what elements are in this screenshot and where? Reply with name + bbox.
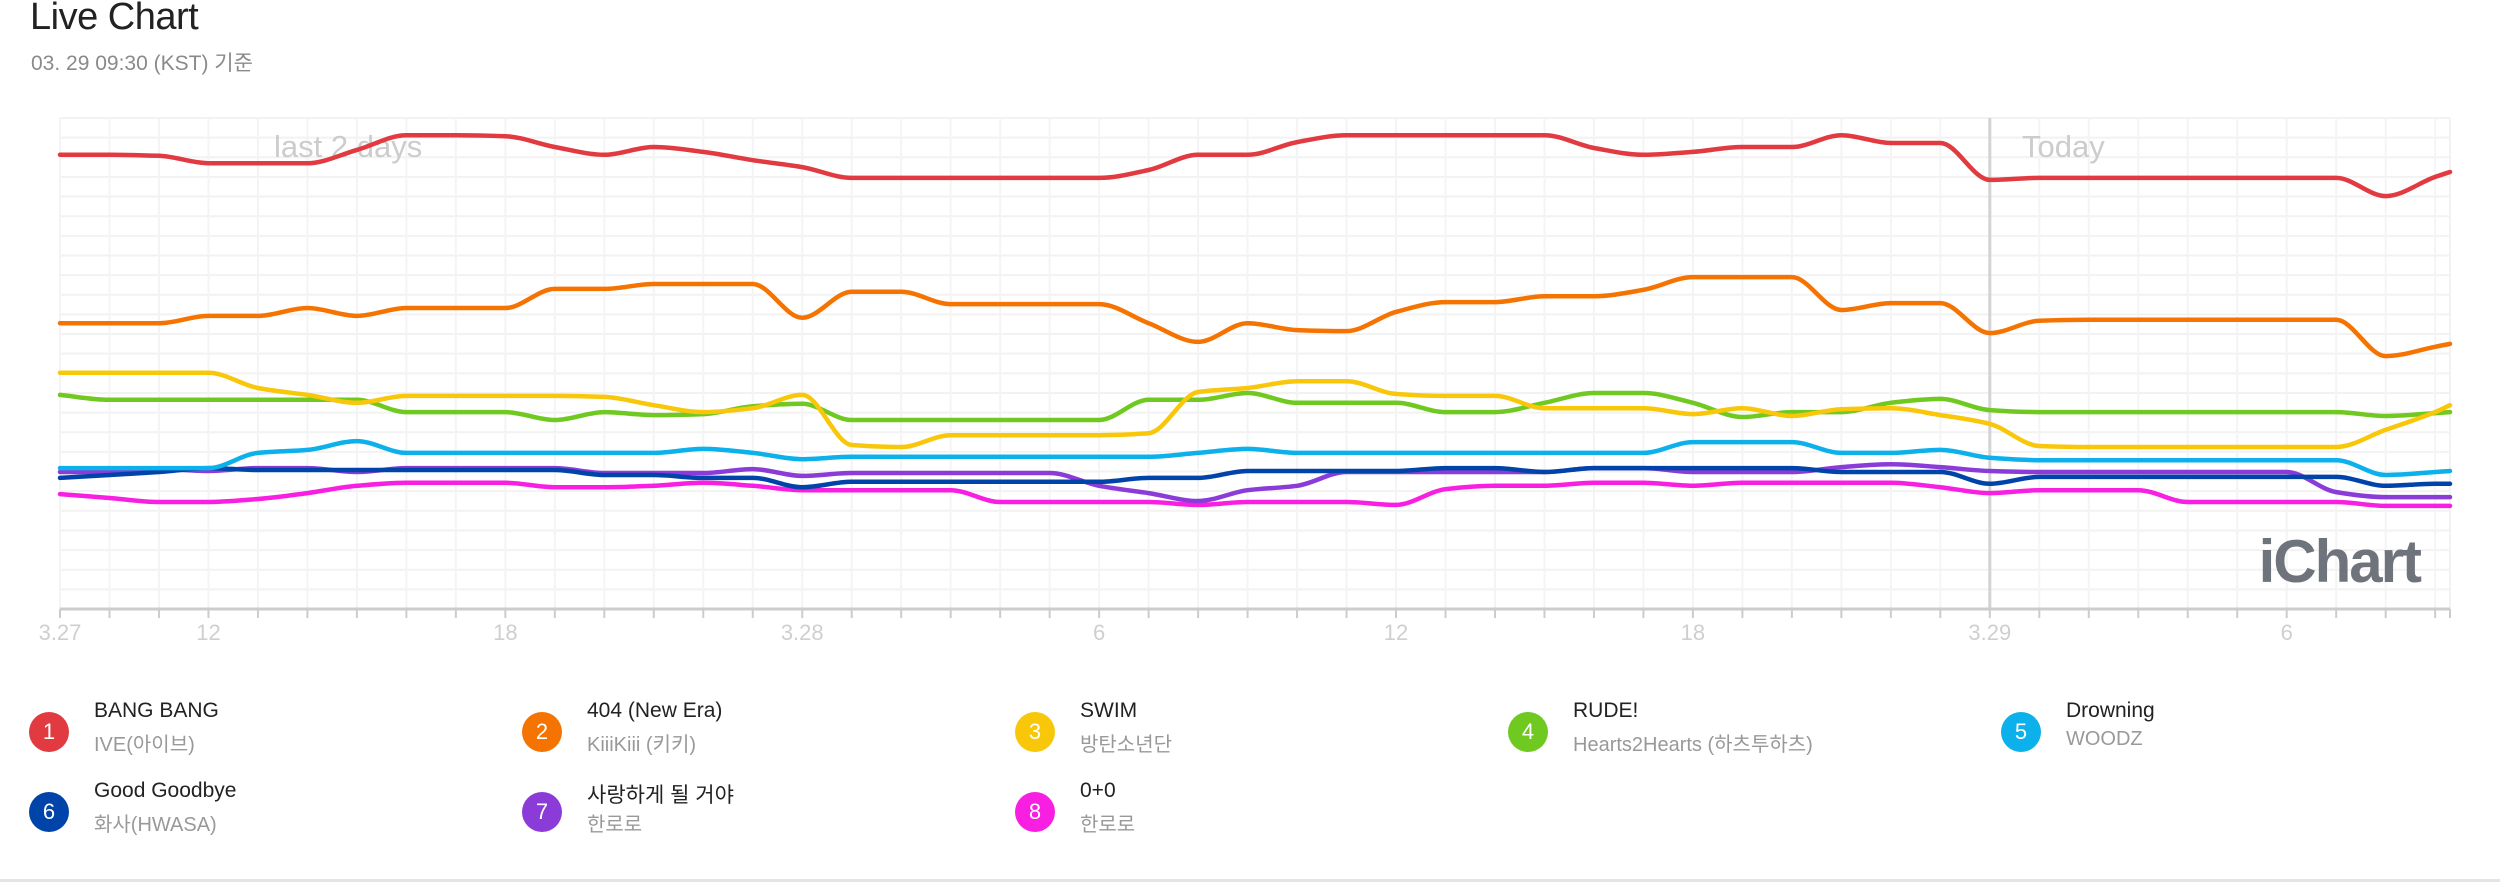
rank-badge: 2	[522, 712, 562, 752]
x-tick-label: 6	[2281, 620, 2293, 645]
song-title: BANG BANG	[94, 699, 219, 722]
x-tick-label: 18	[1681, 620, 1705, 645]
x-tick-label: 12	[1384, 620, 1408, 645]
artist-name: 방탄소년단	[1080, 734, 1172, 756]
series-line-rank-8[interactable]	[57, 480, 2453, 509]
series-line-rank-5[interactable]	[57, 438, 2453, 478]
song-title: 사랑하게 될 거야	[587, 784, 734, 807]
artist-name: 한로로	[1080, 814, 1136, 836]
legend-item-rank-8[interactable]: 8 0+0 한로로	[1015, 779, 1475, 837]
artist-name: 한로로	[587, 814, 643, 836]
song-title: RUDE!	[1573, 699, 1639, 722]
artist-name: 화사(HWASA)	[94, 814, 217, 836]
series-line-rank-4[interactable]	[57, 390, 2453, 423]
rank-badge: 4	[1508, 712, 1548, 752]
legend-item-rank-4[interactable]: 4 RUDE! Hearts2Hearts (하츠투하츠)	[1508, 699, 1968, 757]
artist-name: IVE(아이브)	[94, 734, 195, 756]
rank-badge: 3	[1015, 712, 1055, 752]
legend-item-rank-5[interactable]: 5 Drowning WOODZ	[2001, 699, 2461, 757]
update-timestamp: 03. 29 09:30 (KST) 기준	[31, 52, 253, 75]
x-tick-label: 3.27	[39, 620, 82, 645]
x-tick-label: 6	[1093, 620, 1105, 645]
page-title: Live Chart	[30, 0, 199, 38]
legend-item-rank-2[interactable]: 2 404 (New Era) KiiiKiii (키키)	[522, 699, 982, 757]
series-line-rank-3[interactable]	[57, 370, 2453, 450]
x-tick-label: 3.28	[781, 620, 824, 645]
song-title: 0+0	[1080, 779, 1116, 802]
song-title: SWIM	[1080, 699, 1138, 722]
rank-badge: 8	[1015, 792, 1055, 832]
song-title: Drowning	[2066, 699, 2155, 722]
x-tick-label: 3.29	[1968, 620, 2011, 645]
x-tick-label: 12	[196, 620, 220, 645]
rank-badge: 1	[29, 712, 69, 752]
annotation-today: Today	[2022, 129, 2105, 164]
artist-name: WOODZ	[2066, 728, 2143, 750]
artist-name: KiiiKiii (키키)	[587, 734, 697, 756]
rank-badge: 5	[2001, 712, 2041, 752]
bottom-divider	[0, 879, 2500, 882]
artist-name: Hearts2Hearts (하츠투하츠)	[1573, 734, 1813, 756]
legend-item-rank-3[interactable]: 3 SWIM 방탄소년단	[1015, 699, 1475, 757]
rank-badge: 7	[522, 792, 562, 832]
legend-item-rank-1[interactable]: 1 BANG BANG IVE(아이브)	[29, 699, 489, 757]
x-tick-label: 18	[493, 620, 517, 645]
ichart-logo: iChart	[2259, 528, 2422, 595]
rank-badge: 6	[29, 792, 69, 832]
series-line-rank-1[interactable]	[57, 132, 2453, 199]
song-title: 404 (New Era)	[587, 699, 723, 722]
legend-item-rank-6[interactable]: 6 Good Goodbye 화사(HWASA)	[29, 779, 489, 837]
song-title: Good Goodbye	[94, 779, 237, 802]
series-line-rank-2[interactable]	[57, 274, 2453, 359]
series-line-rank-6[interactable]	[57, 465, 2453, 490]
